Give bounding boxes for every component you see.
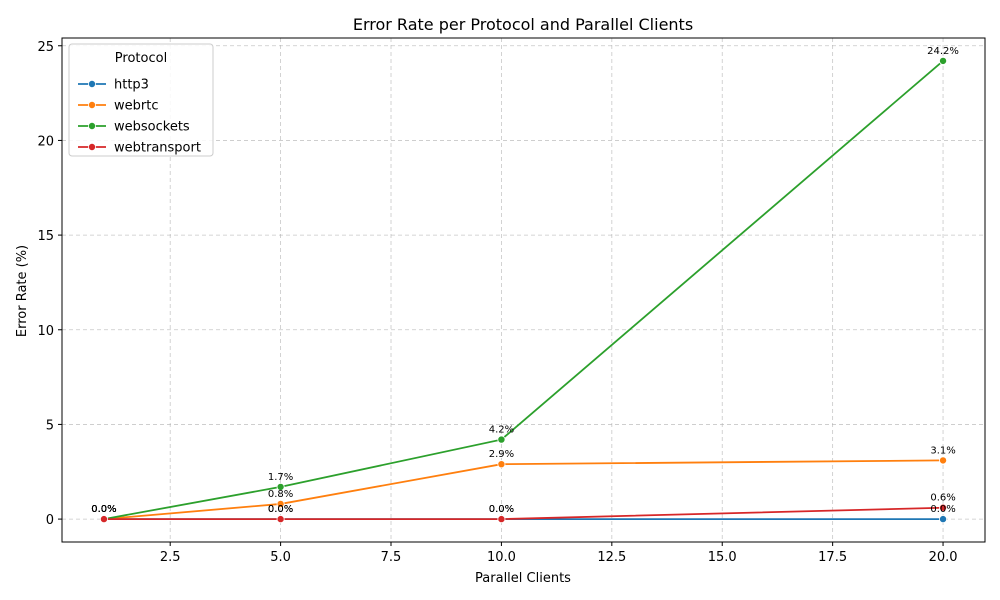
chart-title: Error Rate per Protocol and Parallel Cli…: [353, 15, 693, 34]
legend-marker-webrtc: [88, 101, 97, 110]
data-point-websockets: [276, 482, 285, 491]
y-axis-title: Error Rate (%): [15, 245, 30, 337]
data-label-webtransport: 0.0%: [268, 504, 293, 515]
data-label-websockets: 1.7%: [268, 472, 293, 483]
data-point-webrtc: [497, 460, 506, 469]
series-line-webtransport: [103, 506, 944, 520]
x-tick-label: 2.5: [160, 550, 181, 565]
data-label-http3: 0.0%: [91, 504, 116, 515]
x-tick-label: 5.0: [270, 550, 291, 565]
legend-label-websockets: websockets: [114, 120, 190, 135]
legend-marker-webtransport: [88, 142, 97, 151]
series-webtransport: [99, 503, 948, 524]
data-point-webrtc: [276, 499, 285, 508]
legend-item-webrtc: webrtc: [78, 99, 158, 114]
legend-item-websockets: websockets: [78, 120, 190, 135]
legend-label-http3: http3: [114, 78, 149, 93]
data-point-webtransport: [497, 515, 506, 524]
data-label-webrtc: 0.0%: [91, 504, 116, 515]
axis-ticks: 2.5 5.0 7.5 10.0 12.5 15.0 17.5 20.0 0 5 10 15 20 25: [37, 40, 957, 565]
x-tick-label: 17.5: [818, 550, 847, 565]
data-label-websockets: 24.2%: [927, 46, 959, 57]
series-line-webrtc: [103, 459, 944, 520]
data-label-webrtc: 0.8%: [268, 489, 293, 500]
data-label-http3: 0.0%: [489, 504, 514, 515]
y-tick-label: 20: [37, 134, 54, 149]
series-layer: [99, 56, 948, 524]
legend-marker-websockets: [88, 122, 97, 131]
legend-label-webtransport: webtransport: [114, 141, 201, 156]
data-label-websockets: 4.2%: [489, 425, 514, 436]
data-point-webrtc: [939, 456, 948, 465]
data-point-webtransport: [99, 515, 108, 524]
data-label-webtransport: 0.0%: [489, 504, 514, 515]
data-point-websockets: [939, 56, 948, 65]
legend-item-http3: http3: [78, 78, 149, 93]
data-point-http3: [939, 515, 948, 524]
data-label-websockets: 0.0%: [91, 504, 116, 515]
data-point-websockets: [497, 435, 506, 444]
data-label-webtransport: 0.0%: [91, 504, 116, 515]
y-tick-label: 25: [37, 40, 54, 55]
legend-box: [68, 43, 214, 157]
y-tick-label: 15: [37, 229, 54, 244]
y-tick-label: 0: [46, 513, 54, 528]
legend-label-webrtc: webrtc: [114, 99, 158, 114]
legend-title: Protocol: [115, 51, 167, 66]
data-label-webrtc: 3.1%: [930, 445, 955, 456]
y-tick-label: 5: [46, 418, 54, 433]
legend-marker-http3: [88, 80, 97, 89]
legend: Protocol http3 webrtc websockets webtranspor…: [68, 43, 214, 157]
data-label-http3: 0.0%: [268, 504, 293, 515]
data-label-webtransport: 0.6%: [930, 493, 955, 504]
x-axis-title: Parallel Clients: [475, 571, 571, 586]
legend-item-webtransport: webtransport: [78, 141, 201, 156]
data-point-webtransport: [939, 503, 948, 512]
x-tick-label: 15.0: [708, 550, 737, 565]
x-tick-label: 12.5: [597, 550, 626, 565]
data-point-webtransport: [276, 515, 285, 524]
data-label-http3: 0.0%: [930, 504, 955, 515]
x-tick-label: 10.0: [487, 550, 516, 565]
series-line-websockets: [103, 60, 944, 520]
x-tick-label: 20.0: [929, 550, 958, 565]
x-tick-label: 7.5: [381, 550, 402, 565]
y-tick-label: 10: [37, 324, 54, 339]
data-label-webrtc: 2.9%: [489, 449, 514, 460]
data-labels: 0.0% 0.0% 0.0% 0.0%0.0%0.8%2.9% 3.1%0.0%1.7%…: [91, 46, 959, 515]
plot-area-frame: [61, 37, 986, 543]
